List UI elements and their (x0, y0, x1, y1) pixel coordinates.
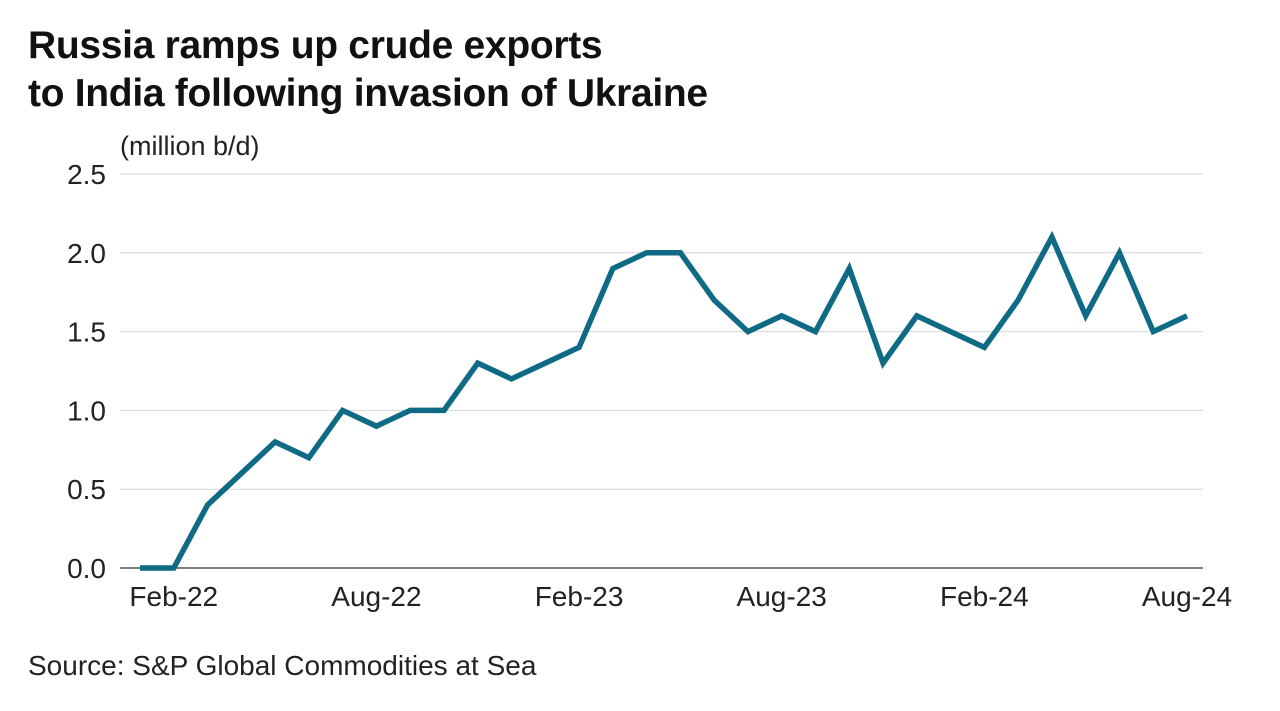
y-tick-label: 0.0 (67, 553, 106, 584)
x-tick-label: Feb-22 (129, 581, 218, 612)
y-tick-label: 2.5 (67, 159, 106, 190)
x-tick-label: Aug-22 (331, 581, 421, 612)
x-tick-label: Aug-24 (1142, 581, 1232, 612)
y-tick-label: 1.5 (67, 317, 106, 348)
y-tick-label: 1.0 (67, 395, 106, 426)
y-tick-label: 0.5 (67, 474, 106, 505)
chart-title-line-1: Russia ramps up crude exports (28, 24, 603, 67)
y-tick-label: 2.0 (67, 238, 106, 269)
chart-title-line-2: to India following invasion of Ukraine (28, 72, 708, 115)
series-line (140, 230, 1189, 571)
source-note: Source: S&P Global Commodities at Sea (28, 650, 537, 681)
x-tick-label: Feb-23 (535, 581, 624, 612)
chart-title: Russia ramps up crude exports to India f… (28, 22, 708, 118)
x-tick-label: Aug-23 (737, 581, 827, 612)
y-axis-unit-label: (million b/d) (120, 131, 260, 161)
x-tick-label: Feb-24 (940, 581, 1029, 612)
